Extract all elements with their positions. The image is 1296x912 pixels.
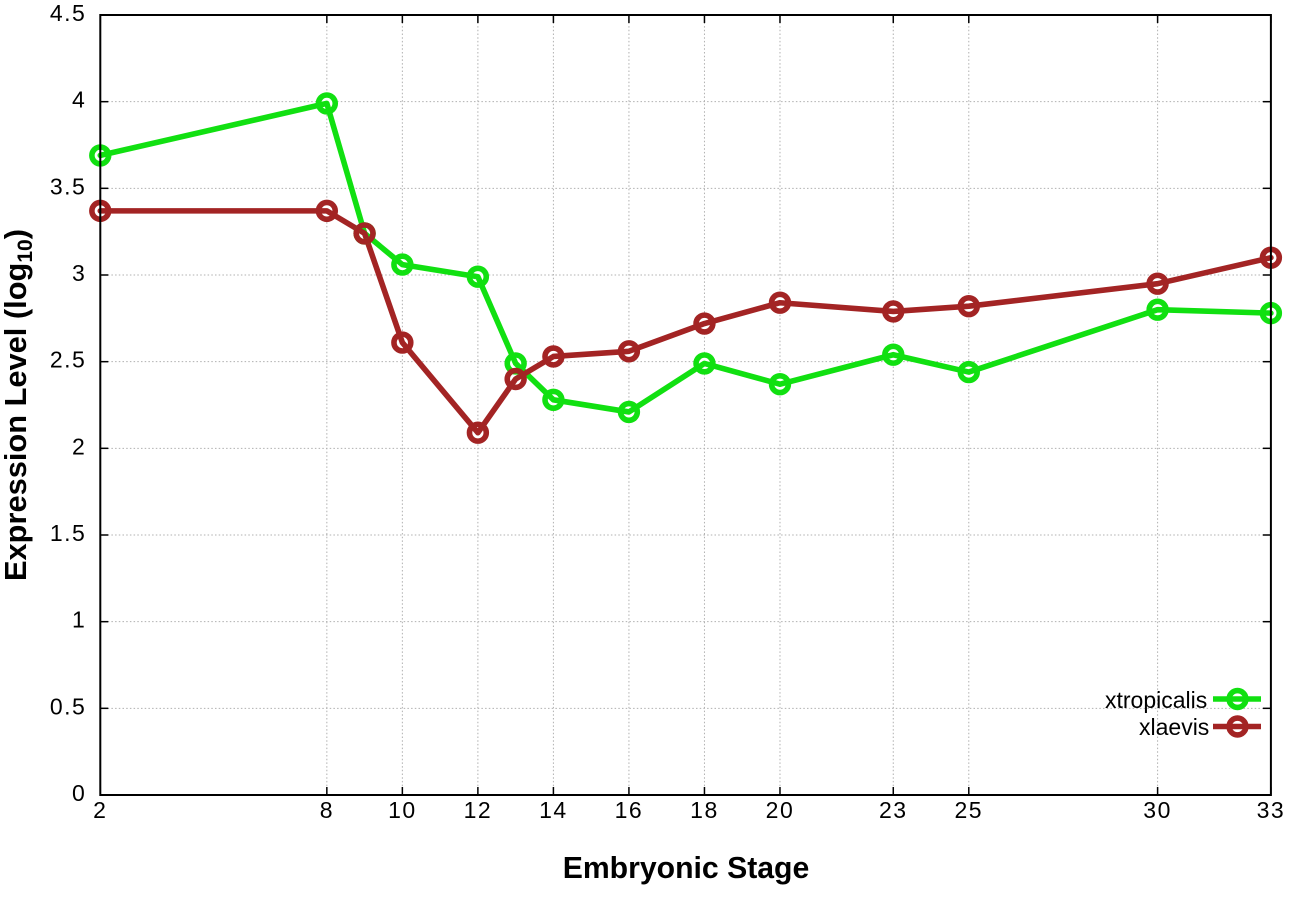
svg-text:Expression Level (log10): Expression Level (log10) — [0, 229, 37, 581]
svg-text:12: 12 — [464, 797, 493, 823]
svg-text:0: 0 — [72, 780, 86, 806]
svg-text:2: 2 — [93, 797, 107, 823]
svg-text:23: 23 — [879, 797, 908, 823]
svg-text:xlaevis: xlaevis — [1139, 714, 1209, 740]
svg-text:25: 25 — [954, 797, 983, 823]
svg-text:1.5: 1.5 — [50, 520, 86, 546]
svg-text:0.5: 0.5 — [50, 693, 86, 719]
svg-text:xtropicalis: xtropicalis — [1105, 687, 1207, 713]
svg-text:2: 2 — [72, 433, 86, 459]
svg-text:3.5: 3.5 — [50, 173, 86, 199]
svg-text:10: 10 — [388, 797, 417, 823]
svg-text:30: 30 — [1143, 797, 1172, 823]
svg-text:1: 1 — [72, 607, 86, 633]
svg-text:33: 33 — [1257, 797, 1286, 823]
svg-text:14: 14 — [539, 797, 568, 823]
svg-text:4: 4 — [72, 87, 86, 113]
svg-text:8: 8 — [320, 797, 334, 823]
svg-text:2.5: 2.5 — [50, 347, 86, 373]
svg-text:4.5: 4.5 — [50, 0, 86, 26]
svg-text:Embryonic Stage: Embryonic Stage — [563, 852, 810, 885]
svg-text:20: 20 — [766, 797, 795, 823]
svg-text:3: 3 — [72, 260, 86, 286]
svg-text:16: 16 — [615, 797, 644, 823]
svg-text:18: 18 — [690, 797, 719, 823]
